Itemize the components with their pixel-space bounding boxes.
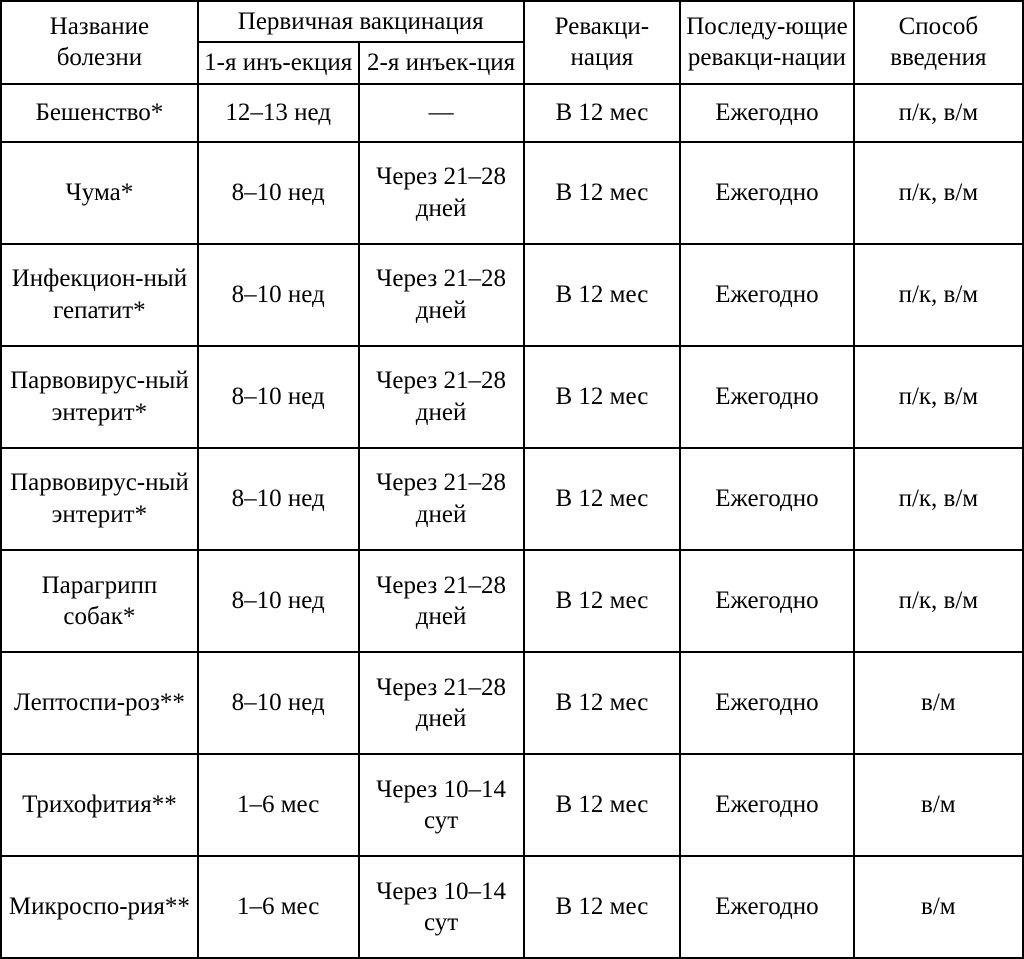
cell-later: Ежегодно (680, 84, 854, 142)
table-body: Бешенство*12–13 нед—В 12 месЕжегодноп/к,… (1, 84, 1023, 959)
cell-route: в/м (854, 754, 1023, 856)
cell-later: Ежегодно (680, 550, 854, 652)
table-row: Бешенство*12–13 нед—В 12 месЕжегодноп/к,… (1, 84, 1023, 142)
cell-revac: В 12 мес (524, 652, 681, 754)
cell-later: Ежегодно (680, 244, 854, 346)
cell-later: Ежегодно (680, 346, 854, 448)
cell-later: Ежегодно (680, 142, 854, 244)
table-row: Инфекцион-ный гепатит*8–10 недЧерез 21–2… (1, 244, 1023, 346)
cell-inj2: Через 21–28 дней (359, 652, 524, 754)
col-route: Способ введения (854, 1, 1023, 84)
cell-inj2: Через 21–28 дней (359, 244, 524, 346)
cell-inj1: 8–10 нед (198, 652, 359, 754)
cell-inj1: 8–10 нед (198, 346, 359, 448)
cell-disease: Чума* (1, 142, 198, 244)
col-revac: Ревакци-нация (524, 1, 681, 84)
cell-revac: В 12 мес (524, 856, 681, 958)
cell-inj2: Через 21–28 дней (359, 346, 524, 448)
cell-route: в/м (854, 652, 1023, 754)
cell-inj2: — (359, 84, 524, 142)
table-row: Парвовирус-ный энтерит*8–10 недЧерез 21–… (1, 448, 1023, 550)
cell-later: Ежегодно (680, 754, 854, 856)
table-head: Название болезни Первичная вакцинация Ре… (1, 1, 1023, 84)
cell-inj1: 8–10 нед (198, 550, 359, 652)
cell-inj2: Через 21–28 дней (359, 448, 524, 550)
table-row: Лептоспи-роз**8–10 недЧерез 21–28 днейВ … (1, 652, 1023, 754)
cell-disease: Трихофития** (1, 754, 198, 856)
cell-revac: В 12 мес (524, 142, 681, 244)
cell-route: в/м (854, 856, 1023, 958)
cell-disease: Лептоспи-роз** (1, 652, 198, 754)
cell-route: п/к, в/м (854, 448, 1023, 550)
cell-disease: Бешенство* (1, 84, 198, 142)
table-row: Парвовирус-ный энтерит*8–10 недЧерез 21–… (1, 346, 1023, 448)
cell-disease: Парвовирус-ный энтерит* (1, 346, 198, 448)
cell-later: Ежегодно (680, 448, 854, 550)
cell-inj1: 8–10 нед (198, 448, 359, 550)
cell-route: п/к, в/м (854, 84, 1023, 142)
cell-inj1: 12–13 нед (198, 84, 359, 142)
cell-inj1: 8–10 нед (198, 244, 359, 346)
cell-disease: Микроспо-рия** (1, 856, 198, 958)
col-later: Последу-ющие ревакци-нации (680, 1, 854, 84)
cell-inj2: Через 10–14 сут (359, 754, 524, 856)
cell-revac: В 12 мес (524, 754, 681, 856)
table-row: Парагрипп собак*8–10 недЧерез 21–28 дней… (1, 550, 1023, 652)
cell-disease: Парагрипп собак* (1, 550, 198, 652)
col-inj1: 1-я инъ-екция (198, 42, 359, 83)
cell-route: п/к, в/м (854, 244, 1023, 346)
cell-revac: В 12 мес (524, 346, 681, 448)
cell-revac: В 12 мес (524, 244, 681, 346)
cell-inj1: 1–6 мес (198, 754, 359, 856)
cell-disease: Парвовирус-ный энтерит* (1, 448, 198, 550)
cell-inj1: 1–6 мес (198, 856, 359, 958)
cell-inj2: Через 10–14 сут (359, 856, 524, 958)
cell-inj2: Через 21–28 дней (359, 550, 524, 652)
table-header-row-1: Название болезни Первичная вакцинация Ре… (1, 1, 1023, 42)
table-row: Трихофития**1–6 месЧерез 10–14 сутВ 12 м… (1, 754, 1023, 856)
cell-revac: В 12 мес (524, 550, 681, 652)
cell-inj2: Через 21–28 дней (359, 142, 524, 244)
col-primary: Первичная вакцинация (198, 1, 524, 42)
cell-route: п/к, в/м (854, 142, 1023, 244)
cell-revac: В 12 мес (524, 448, 681, 550)
table-row: Чума*8–10 недЧерез 21–28 днейВ 12 месЕже… (1, 142, 1023, 244)
col-inj2: 2-я инъек-ция (359, 42, 524, 83)
col-disease: Название болезни (1, 1, 198, 84)
cell-route: п/к, в/м (854, 346, 1023, 448)
cell-later: Ежегодно (680, 652, 854, 754)
table-row: Микроспо-рия**1–6 месЧерез 10–14 сутВ 12… (1, 856, 1023, 958)
cell-route: п/к, в/м (854, 550, 1023, 652)
cell-later: Ежегодно (680, 856, 854, 958)
cell-disease: Инфекцион-ный гепатит* (1, 244, 198, 346)
vaccination-table: Название болезни Первичная вакцинация Ре… (0, 0, 1024, 959)
cell-revac: В 12 мес (524, 84, 681, 142)
cell-inj1: 8–10 нед (198, 142, 359, 244)
